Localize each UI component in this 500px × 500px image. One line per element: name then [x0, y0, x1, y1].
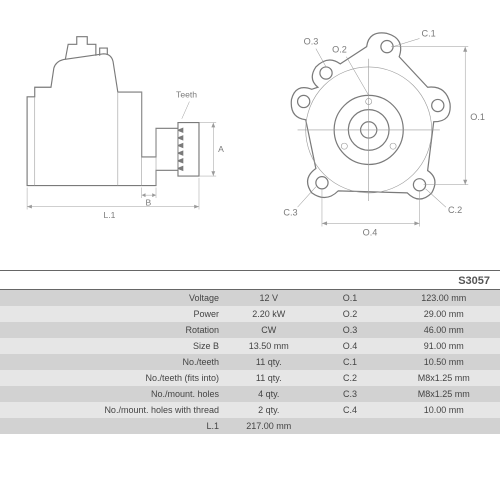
spec-value2: 123.00 mm [388, 290, 500, 306]
spec-label2: O.1 [313, 290, 388, 306]
dim-o1-label: O.1 [471, 112, 486, 122]
spec-value: 11 qty. [225, 354, 313, 370]
table-row: No./teeth11 qty.C.110.50 mm [0, 354, 500, 370]
spec-label: No./mount. holes [0, 386, 225, 402]
spec-label2 [313, 418, 388, 434]
table-row: Size B13.50 mmO.491.00 mm [0, 338, 500, 354]
spec-value2: 10.50 mm [388, 354, 500, 370]
dim-o4-label: O.4 [363, 228, 378, 238]
spec-label: Voltage [0, 290, 225, 306]
dim-a-label: A [218, 144, 224, 154]
spec-value2: 91.00 mm [388, 338, 500, 354]
spec-value: 217.00 mm [225, 418, 313, 434]
table-row: Power2.20 kWO.229.00 mm [0, 306, 500, 322]
table-row: No./mount. holes4 qty.C.3M8x1.25 mm [0, 386, 500, 402]
dim-o2-label: O.2 [332, 45, 347, 55]
side-view-diagram: Teeth A L.1 B [8, 8, 256, 262]
spec-label: L.1 [0, 418, 225, 434]
table-row: Voltage12 VO.1123.00 mm [0, 290, 500, 306]
spec-value2: 10.00 mm [388, 402, 500, 418]
dim-c1-label: C.1 [422, 28, 436, 38]
spec-value: 4 qty. [225, 386, 313, 402]
spec-label2: O.3 [313, 322, 388, 338]
part-number: S3057 [0, 270, 500, 290]
table-row: RotationCWO.346.00 mm [0, 322, 500, 338]
table-row: L.1217.00 mm [0, 418, 500, 434]
spec-label: Size B [0, 338, 225, 354]
spec-value2: 46.00 mm [388, 322, 500, 338]
diagrams-area: Teeth A L.1 B [0, 0, 500, 270]
spec-label2: O.2 [313, 306, 388, 322]
dim-c2-label: C.2 [448, 205, 462, 215]
dim-l1-label: L.1 [103, 210, 115, 220]
spec-label2: C.3 [313, 386, 388, 402]
spec-label2: C.4 [313, 402, 388, 418]
spec-value2: M8x1.25 mm [388, 370, 500, 386]
teeth-label: Teeth [176, 90, 197, 100]
spec-value2: 29.00 mm [388, 306, 500, 322]
spec-label: Rotation [0, 322, 225, 338]
spec-value: 13.50 mm [225, 338, 313, 354]
spec-label2: C.1 [313, 354, 388, 370]
spec-value: 11 qty. [225, 370, 313, 386]
spec-value: 2.20 kW [225, 306, 313, 322]
spec-value: 12 V [225, 290, 313, 306]
front-view-diagram: O.3 O.2 C.1 O.1 C.2 C.3 [266, 8, 492, 262]
spec-label2: C.2 [313, 370, 388, 386]
spec-value: CW [225, 322, 313, 338]
dim-c3-label: C.3 [284, 207, 298, 217]
spec-value2 [388, 418, 500, 434]
spec-label: No./mount. holes with thread [0, 402, 225, 418]
table-row: No./mount. holes with thread2 qty.C.410.… [0, 402, 500, 418]
spec-label2: O.4 [313, 338, 388, 354]
spec-label: No./teeth [0, 354, 225, 370]
spec-label: Power [0, 306, 225, 322]
dim-o3-label: O.3 [304, 37, 319, 47]
dim-b-label: B [146, 198, 152, 208]
spec-value: 2 qty. [225, 402, 313, 418]
spec-value2: M8x1.25 mm [388, 386, 500, 402]
spec-label: No./teeth (fits into) [0, 370, 225, 386]
table-row: No./teeth (fits into)11 qty.C.2M8x1.25 m… [0, 370, 500, 386]
spec-table: Voltage12 VO.1123.00 mmPower2.20 kWO.229… [0, 290, 500, 434]
